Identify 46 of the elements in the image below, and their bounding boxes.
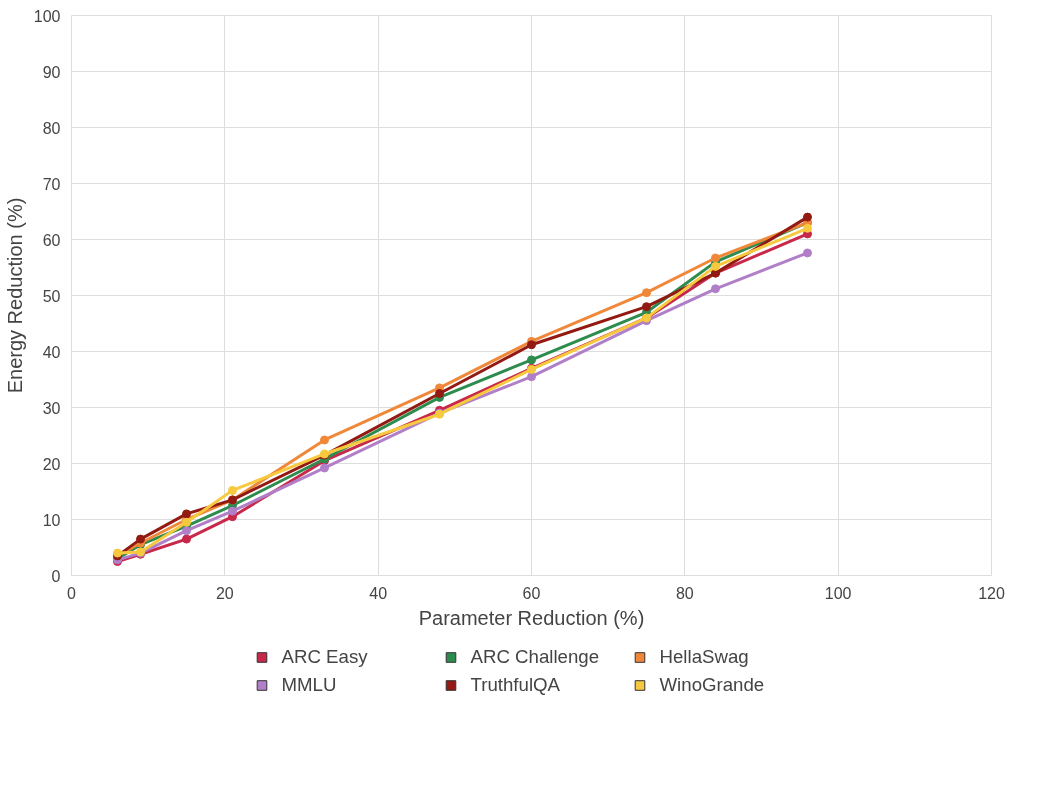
point xyxy=(228,506,237,516)
point xyxy=(642,288,651,298)
point xyxy=(228,485,237,495)
x-axis-title: Parameter Reduction (%) xyxy=(418,606,645,629)
x-tick-label: 100 xyxy=(824,584,852,602)
legend-label: MMLU xyxy=(281,674,338,696)
legend-label: ARC Challenge xyxy=(470,646,601,668)
point xyxy=(711,253,720,263)
point xyxy=(711,261,720,271)
point xyxy=(803,223,812,233)
point xyxy=(803,212,812,222)
y-tick-label: 80 xyxy=(42,119,61,137)
y-tick-label: 50 xyxy=(42,287,61,305)
legend-label: TruthfulQA xyxy=(470,674,561,696)
y-tick-label: 40 xyxy=(42,343,61,361)
point xyxy=(320,463,329,473)
legend-label: ARC Easy xyxy=(281,646,369,668)
point xyxy=(642,302,651,312)
y-tick-label: 90 xyxy=(42,63,61,81)
y-tick-label: 30 xyxy=(42,399,61,417)
y-tick-label: 10 xyxy=(42,511,61,529)
x-tick-label: 0 xyxy=(67,584,77,602)
x-tick-label: 80 xyxy=(675,584,694,602)
point xyxy=(527,340,536,350)
point xyxy=(711,284,720,294)
y-tick-label: 20 xyxy=(42,455,61,473)
point xyxy=(435,389,444,398)
point xyxy=(182,534,191,544)
point xyxy=(803,248,812,258)
point xyxy=(320,435,329,445)
y-tick-label: 60 xyxy=(42,231,61,249)
point xyxy=(182,509,191,519)
point xyxy=(136,534,145,544)
point xyxy=(182,526,191,536)
y-tick-label: 100 xyxy=(33,7,61,25)
legend-label: WinoGrande xyxy=(659,674,766,696)
x-tick-label: 20 xyxy=(215,584,234,602)
point xyxy=(527,355,536,365)
x-tick-label: 120 xyxy=(978,584,1005,602)
y-tick-label: 70 xyxy=(42,175,61,193)
point xyxy=(527,372,536,382)
x-tick-label: 60 xyxy=(522,584,541,602)
y-tick-label: 0 xyxy=(51,567,61,585)
legend-label: HellaSwag xyxy=(659,646,750,668)
y-axis-title: Energy Reduction (%) xyxy=(3,197,26,394)
x-tick-label: 40 xyxy=(369,584,388,602)
